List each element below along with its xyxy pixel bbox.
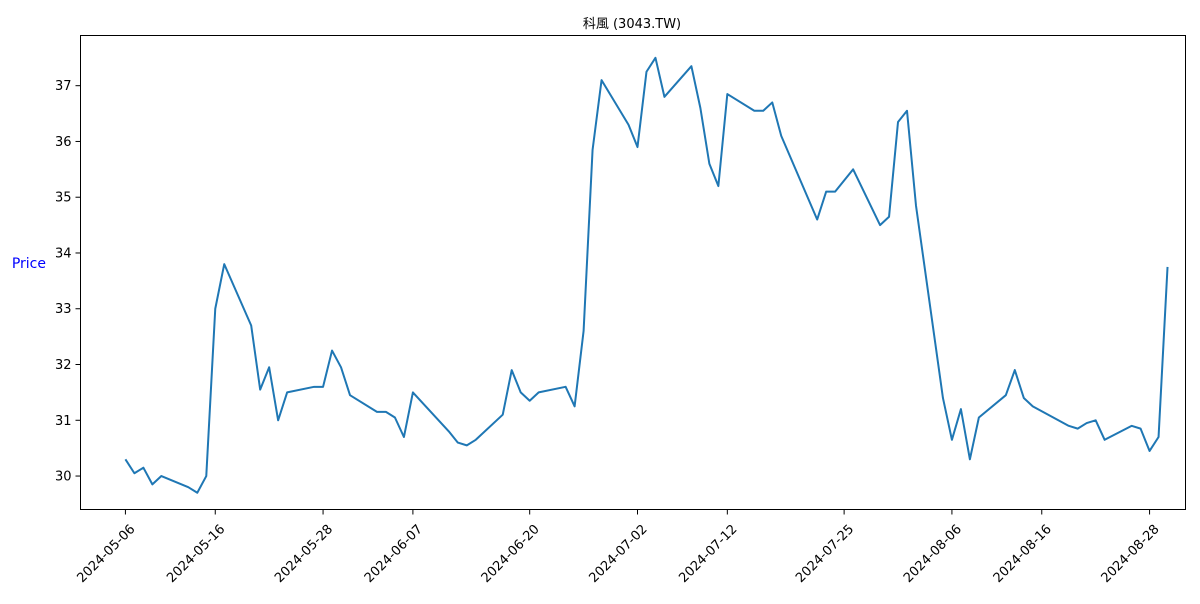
x-axis: 2024-05-06 2024-05-16 2024-05-28 2024-06-07… bbox=[74, 509, 1163, 586]
price-series-line bbox=[124, 56, 1169, 494]
y-axis-label: Price bbox=[12, 256, 46, 272]
y-tick-label: 33 bbox=[55, 302, 72, 317]
x-tick-label: 2024-06-07 bbox=[362, 522, 426, 586]
plot-area-frame bbox=[80, 35, 1186, 510]
y-tick-label: 36 bbox=[55, 135, 72, 150]
y-tick-label: 35 bbox=[55, 191, 72, 206]
y-tick-label: 32 bbox=[55, 358, 72, 373]
x-tick-label: 2024-05-06 bbox=[74, 522, 138, 586]
x-tick-label: 2024-05-28 bbox=[272, 522, 336, 586]
x-tick-label: 2024-08-16 bbox=[991, 522, 1055, 586]
chart-title: 科風 (3043.TW) bbox=[583, 17, 681, 32]
x-tick-label: 2024-07-02 bbox=[587, 522, 651, 586]
x-tick-label: 2024-05-16 bbox=[164, 522, 228, 586]
x-tick-label: 2024-08-06 bbox=[901, 522, 965, 586]
x-tick-label: 2024-06-20 bbox=[479, 522, 543, 586]
y-tick-label: 31 bbox=[55, 414, 72, 429]
y-tick-label: 34 bbox=[55, 246, 72, 261]
y-tick-label: 37 bbox=[55, 79, 72, 94]
y-axis: 30 31 32 33 34 35 36 37 bbox=[55, 79, 81, 485]
x-tick-label: 2024-07-12 bbox=[676, 522, 740, 586]
series-layer bbox=[124, 56, 1169, 494]
x-tick-label: 2024-08-28 bbox=[1099, 522, 1163, 586]
x-tick-label: 2024-07-25 bbox=[793, 522, 857, 586]
y-tick-label: 30 bbox=[55, 470, 72, 485]
